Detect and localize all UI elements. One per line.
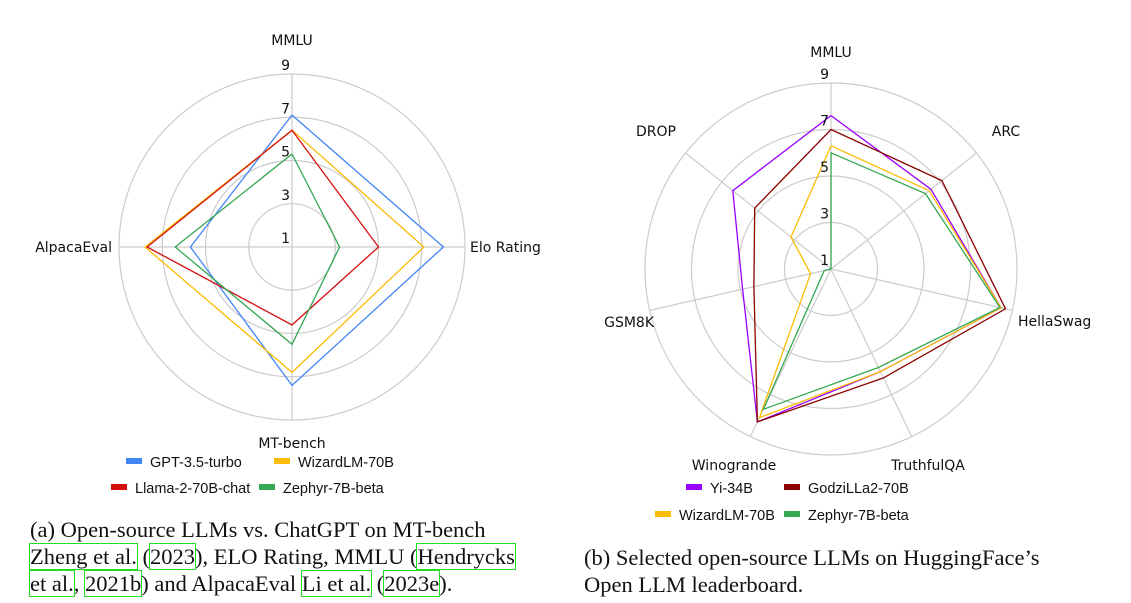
citation-2023e[interactable]: 2023e: [383, 570, 441, 597]
caption-a-line1: (a) Open-source LLMs vs. ChatGPT on MT-b…: [30, 517, 486, 542]
caption-b-line1: (b) Selected open-source LLMs on Hugging…: [584, 545, 1040, 570]
axis-line: [830, 268, 913, 437]
legend-swatch: [274, 458, 290, 464]
caption-text: ).: [439, 571, 453, 596]
axis-line: [649, 268, 832, 311]
axis-label-mmlu: MMLU: [810, 45, 852, 61]
legend-label: Zephyr-7B-beta: [283, 481, 385, 497]
tick-label: 1: [281, 231, 290, 247]
axis-label-truthfulqa: TruthfulQA: [890, 458, 965, 474]
axis-line: [685, 152, 832, 270]
axis-label-mt-bench: MT-bench: [258, 436, 325, 452]
legend-label: Llama-2-70B-chat: [135, 481, 250, 497]
legend-swatch: [111, 484, 127, 490]
citation-2021b[interactable]: 2021b: [83, 570, 143, 597]
caption-a: (a) Open-source LLMs vs. ChatGPT on MT-b…: [29, 516, 516, 597]
axis-label-gsm8k: GSM8K: [604, 315, 655, 331]
tick-label: 7: [820, 114, 829, 130]
legend-label: GPT-3.5-turbo: [150, 455, 242, 471]
series-wizardlm-70b: [143, 129, 425, 374]
legend-swatch: [686, 484, 702, 490]
tick-label: 9: [281, 58, 290, 74]
caption-text: (: [371, 571, 385, 596]
axis-label-winogrande: Winogrande: [692, 458, 776, 474]
series-gpt-3.5-turbo: [189, 114, 445, 387]
caption-b-line2: Open LLM leaderboard.: [584, 572, 804, 597]
legend-swatch: [259, 484, 275, 490]
legend-label: WizardLM-70B: [679, 508, 775, 524]
caption-text: ,: [73, 571, 85, 596]
tick-label: 3: [281, 188, 290, 204]
axis-line: [749, 268, 832, 437]
axis-label-drop: DROP: [636, 124, 676, 140]
axis-label-elo-rating: Elo Rating: [470, 240, 541, 256]
citation-zheng[interactable]: Zheng et al.: [29, 543, 138, 570]
caption-text: ) and AlpacaEval: [141, 571, 302, 596]
tick-label: 5: [281, 145, 290, 161]
tick-label: 1: [820, 253, 829, 269]
axis-label-alpacaeval: AlpacaEval: [35, 240, 112, 256]
caption-text: (: [136, 544, 150, 569]
legend-label: GodziLLa2-70B: [808, 481, 909, 497]
axis-label-mmlu: MMLU: [271, 33, 313, 49]
axis-line: [830, 268, 1013, 311]
series-wizardlm-70b: [758, 144, 1002, 419]
citation-2023[interactable]: 2023: [148, 543, 196, 570]
series-yi-34b: [732, 114, 1002, 423]
citation-hendrycks[interactable]: Hendrycks: [416, 543, 516, 570]
legend-swatch: [655, 511, 671, 517]
legend-swatch: [126, 458, 142, 464]
legend-swatch: [784, 484, 800, 490]
series-zephyr-7b-beta: [174, 152, 341, 346]
tick-label: 5: [820, 160, 829, 176]
legend-label: WizardLM-70B: [298, 455, 394, 471]
citation-hendrycks-etal[interactable]: et al.: [29, 570, 75, 597]
citation-li[interactable]: Li et al.: [300, 570, 373, 597]
caption-text: ), ELO Rating, MMLU (: [194, 544, 418, 569]
legend-label: Yi-34B: [710, 481, 753, 497]
series-godzilla2-70b: [753, 128, 1007, 423]
axis-label-hellaswag: HellaSwag: [1018, 314, 1091, 330]
tick-label: 3: [820, 207, 829, 223]
caption-b: (b) Selected open-source LLMs on Hugging…: [584, 544, 1040, 598]
legend-swatch: [784, 511, 800, 517]
legend-label: Zephyr-7B-beta: [808, 508, 910, 524]
tick-label: 9: [820, 67, 829, 83]
axis-line: [830, 152, 977, 270]
axis-label-arc: ARC: [992, 124, 1021, 140]
series-zephyr-7b-beta: [762, 151, 1001, 411]
series-llama-2-70b-chat: [145, 129, 380, 326]
tick-label: 7: [281, 101, 290, 117]
